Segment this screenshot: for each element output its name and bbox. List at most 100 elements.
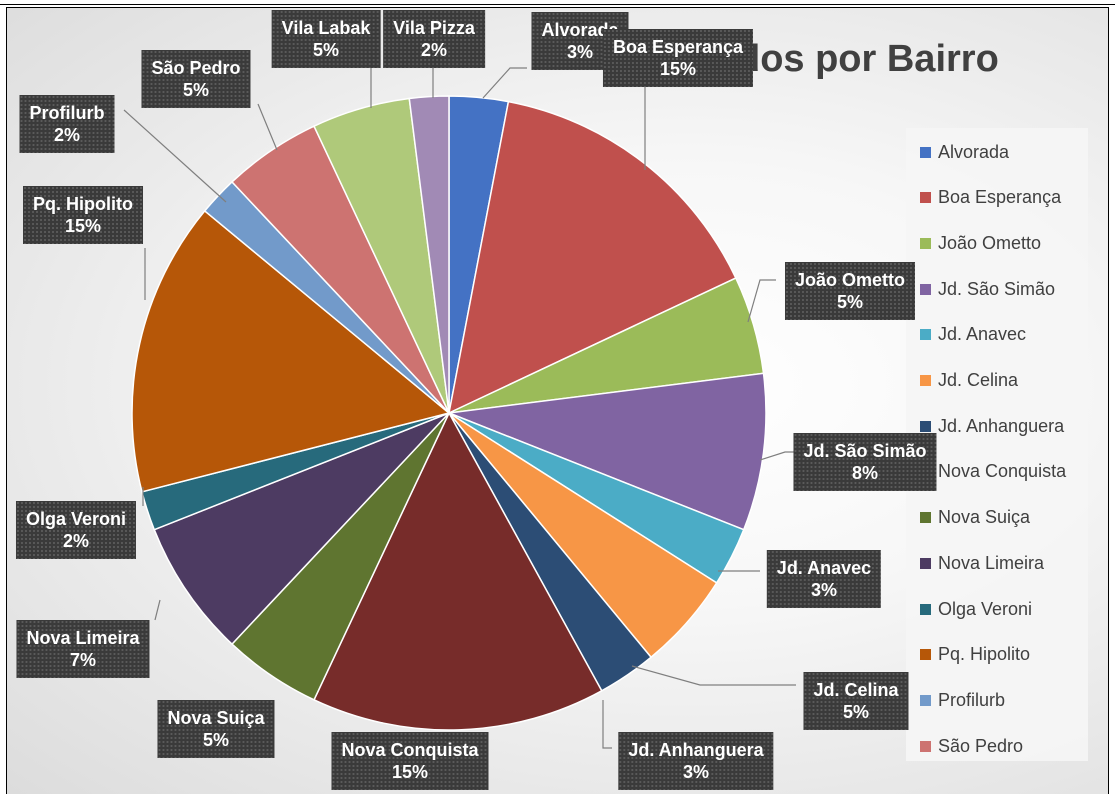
leader-line-joao-ometto: [747, 279, 776, 323]
data-label-name: Profilurb: [29, 103, 105, 123]
legend-item-jd-anhanguera: Jd. Anhanguera: [920, 414, 1064, 438]
data-label-value: 5%: [182, 80, 209, 100]
data-label-name: Jd. São Simão: [803, 441, 927, 461]
legend-item-boa-esperanca: Boa Esperança: [920, 186, 1061, 210]
data-label-sao-pedro: São Pedro 5%: [141, 50, 251, 108]
data-label-jd-anhanguera: Jd. Anhanguera 3%: [618, 732, 774, 790]
data-label-name: Vila Pizza: [393, 18, 475, 38]
data-label-value: 7%: [69, 650, 97, 670]
pie-slice-boa-esperanca: [447, 100, 737, 415]
top-border-line: [0, 4, 1115, 5]
data-label-name: Jd. Anhanguera: [628, 740, 764, 760]
legend-item-joao-ometto: João Ometto: [920, 231, 1041, 255]
legend-item-sao-pedro: São Pedro: [920, 734, 1023, 758]
data-label-value: 2%: [53, 125, 80, 145]
data-label-vila-pizza: Vila Pizza 2%: [383, 10, 485, 68]
legend-item-profilurb: Profilurb: [920, 688, 1005, 712]
data-label-value: 3%: [810, 580, 838, 600]
legend-swatch: [920, 329, 931, 341]
legend-label: Olga Veroni: [938, 598, 1033, 619]
legend-label: João Ometto: [938, 232, 1042, 253]
data-label-name: Olga Veroni: [25, 509, 127, 529]
legend-label: Pq. Hipolito: [938, 644, 1031, 665]
data-label-vila-labak: Vila Labak 5%: [271, 10, 381, 68]
legend-label: Nova Conquista: [938, 461, 1067, 482]
data-label-value: 3%: [682, 762, 710, 782]
data-label-jd-sao-simao: Jd. São Simão 8%: [793, 433, 937, 491]
legend-swatch: [920, 192, 931, 204]
leader-line-jd-anhanguera: [602, 700, 612, 749]
legend-label: São Pedro: [938, 735, 1024, 756]
pie-slice-pq-hipolito: [131, 209, 451, 493]
legend-label: Jd. Celina: [938, 370, 1019, 390]
data-label-name: Jd. Anavec: [776, 558, 872, 578]
legend-swatch: [920, 512, 931, 524]
data-label-name: Boa Esperança: [612, 37, 744, 57]
data-label-value: 15%: [659, 59, 697, 79]
legend-swatch: [920, 237, 931, 249]
data-label-value: 5%: [842, 702, 869, 722]
data-label-name: Alvorada: [541, 20, 619, 40]
data-label-value: 15%: [64, 216, 102, 236]
legend-item-pq-hipolito: Pq. Hipolito: [920, 643, 1030, 667]
leader-line-sao-pedro: [257, 103, 278, 151]
data-label-name: Nova Suiça: [167, 708, 265, 728]
legend-swatch: [920, 375, 931, 386]
data-label-value: 8%: [851, 463, 879, 483]
data-label-joao-ometto: João Ometto 5%: [784, 262, 916, 320]
pie-slice-vila-pizza: [408, 95, 450, 414]
data-label-jd-anavec: Jd. Anavec 3%: [766, 550, 882, 608]
data-label-boa-esperanca: Boa Esperança 15%: [602, 29, 754, 87]
data-label-profilurb: Profilurb 2%: [19, 95, 115, 153]
legend-swatch: [920, 603, 931, 615]
legend-swatch: [920, 146, 931, 158]
legend-item-nova-limeira: Nova Limeira: [920, 551, 1044, 575]
legend: Alvorada Boa Esperança João Ometto Jd. São …: [906, 128, 1088, 761]
data-label-name: Nova Conquista: [341, 740, 479, 760]
data-label-value: 3%: [566, 42, 593, 62]
legend-item-jd-celina: Jd. Celina: [920, 369, 1018, 393]
legend-label: Profilurb: [938, 689, 1006, 710]
data-label-name: Jd. Celina: [813, 680, 899, 700]
data-label-value: 5%: [312, 40, 339, 60]
data-label-name: Pq. Hipolito: [33, 194, 133, 214]
legend-item-nova-suica: Nova Suiça: [920, 506, 1030, 530]
legend-label: Nova Suiça: [938, 507, 1031, 528]
legend-label: Alvorada: [938, 141, 1010, 162]
data-label-nova-limeira: Nova Limeira 7%: [16, 620, 150, 678]
pie-slice-nova-limeira: [153, 412, 450, 646]
leader-line-jd-celina: [631, 665, 796, 686]
data-label-name: São Pedro: [151, 58, 241, 78]
legend-swatch: [920, 740, 931, 752]
legend-item-alvorada: Alvorada: [920, 140, 1009, 164]
leader-line-alvorada: [482, 67, 527, 99]
pie-slice-nova-conquista: [313, 411, 603, 731]
data-label-name: Vila Labak: [281, 18, 371, 38]
leader-line-profilurb: [123, 109, 227, 203]
legend-label: Jd. São Simão: [938, 278, 1056, 299]
legend-label: Jd. Anavec: [938, 324, 1027, 345]
legend-swatch: [920, 420, 931, 432]
legend-item-jd-anavec: Jd. Anavec: [920, 323, 1026, 347]
data-label-value: 2%: [420, 40, 447, 60]
legend-label: Jd. Anhanguera: [938, 415, 1065, 436]
legend-label: Nova Limeira: [938, 552, 1045, 573]
data-label-value: 2%: [62, 531, 89, 551]
legend-swatch: [920, 557, 931, 569]
leader-line-nova-limeira: [154, 599, 161, 621]
data-label-value: 5%: [836, 292, 864, 312]
data-label-name: Nova Limeira: [26, 628, 140, 648]
pie-slice-jd-sao-simao: [448, 372, 767, 531]
legend-label: Boa Esperança: [938, 187, 1062, 208]
data-label-value: 15%: [391, 762, 429, 782]
data-label-pq-hipolito: Pq. Hipolito 15%: [23, 186, 143, 244]
legend-item-nova-conquista: Nova Conquista: [920, 460, 1066, 484]
legend-swatch: [920, 283, 931, 295]
legend-item-jd-sao-simao: Jd. São Simão: [920, 277, 1055, 301]
legend-swatch: [920, 694, 931, 706]
data-label-value: 5%: [202, 730, 230, 750]
data-label-nova-suica: Nova Suiça 5%: [157, 700, 275, 758]
leader-line-jd-sao-simao: [759, 451, 796, 461]
data-label-name: João Ometto: [794, 270, 906, 290]
